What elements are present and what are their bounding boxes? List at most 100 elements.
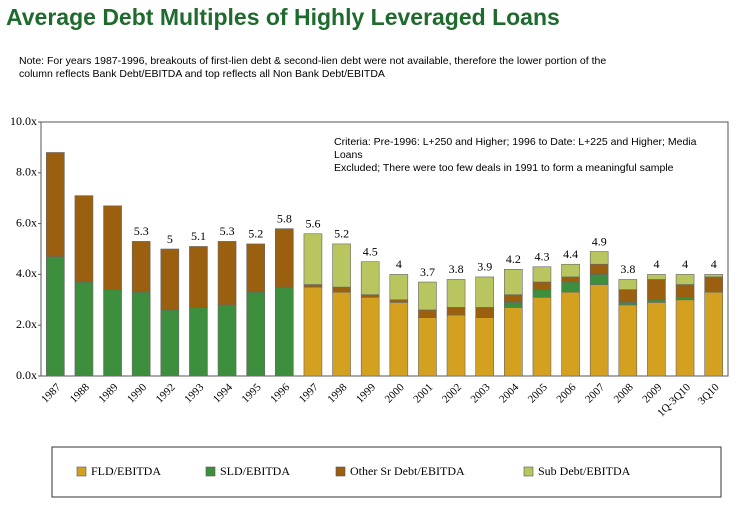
bar-segment [275, 286, 294, 377]
bar-segment [360, 261, 380, 296]
note: Note: For years 1987-1996, breakouts of … [19, 55, 606, 67]
legend-swatch [205, 466, 216, 477]
total-label: 4.2 [506, 252, 521, 266]
x-tick-label: 2008 [612, 381, 636, 405]
bar-segment [303, 286, 323, 377]
x-tick-label: 2003 [469, 381, 493, 405]
legend-label: FLD/EBITDA [91, 464, 161, 478]
bar-segment [446, 314, 466, 377]
x-tick-label: 2006 [554, 381, 578, 405]
bar-segment [618, 302, 638, 306]
bar-segment [589, 284, 609, 377]
bar-segment [303, 233, 323, 285]
total-label: 5.8 [277, 211, 292, 225]
bar-segment [246, 243, 265, 293]
bar-segment [332, 291, 351, 377]
bar-segment [704, 276, 723, 293]
bar-segment [504, 307, 523, 377]
bar-segment [589, 263, 609, 275]
x-tick-label: 1990 [125, 381, 149, 405]
x-tick-label: 1995 [240, 381, 264, 405]
bar-segment [360, 294, 380, 298]
total-label: 4.5 [363, 244, 378, 258]
total-label: 4.9 [592, 234, 607, 248]
chart-title: Average Debt Multiples of Highly Leverag… [6, 4, 560, 30]
x-tick-label: 1998 [325, 381, 349, 405]
total-label: 5.2 [334, 227, 349, 241]
bar-segment [532, 289, 552, 298]
bar-segment [589, 251, 609, 265]
bar-segment [275, 228, 294, 288]
total-label: 4.3 [534, 250, 549, 264]
bar-segment [618, 279, 638, 290]
x-tick-label: 2007 [583, 381, 607, 405]
bar-segment [74, 195, 94, 283]
total-label: 5.3 [220, 224, 235, 238]
x-tick-label: 1994 [211, 381, 235, 405]
bar-segment [475, 317, 494, 377]
total-label: 5.6 [305, 217, 320, 231]
bar-segment [446, 307, 466, 316]
bar-segment [217, 304, 237, 377]
total-label: 4 [682, 257, 688, 271]
legend-swatch [523, 466, 534, 477]
note: column reflects Bank Debt/EBITDA and top… [19, 68, 385, 80]
bar-segment [704, 274, 723, 278]
bar-segment [647, 299, 666, 303]
y-tick-label: 2.0x [16, 317, 37, 331]
total-label: 3.8 [449, 262, 464, 276]
bar-segment [532, 296, 552, 377]
total-label: 4 [653, 257, 659, 271]
bar-segment [675, 274, 695, 285]
bar-segment [360, 296, 380, 377]
bar-segment [303, 284, 323, 288]
bar-segment [561, 281, 580, 293]
annotation: Criteria: Pre-1996: L+250 and Higher; 19… [334, 136, 697, 148]
x-tick-label: 1997 [297, 381, 321, 405]
bar-segment [504, 269, 523, 296]
legend-swatch [76, 466, 87, 477]
plot-border [40, 121, 729, 377]
bar-segment [504, 302, 523, 308]
x-tick-label: 2002 [440, 381, 464, 405]
bar-segment [532, 266, 552, 283]
bar-segment [389, 274, 409, 301]
bar-segment [332, 286, 351, 293]
x-tick-label: 1987 [39, 381, 63, 405]
bar-segment [618, 304, 638, 377]
x-tick-label: 2001 [411, 381, 435, 405]
total-label: 3.9 [477, 260, 492, 274]
bar-segment [647, 302, 666, 377]
total-label: 4.4 [563, 247, 578, 261]
legend-box [51, 446, 722, 498]
bar-segment [618, 289, 638, 303]
bar-segment [532, 281, 552, 290]
bar-segment [160, 309, 180, 377]
bar-segment [475, 276, 494, 308]
bar-segment [246, 291, 265, 377]
bar-segment [446, 279, 466, 308]
total-label: 5.1 [191, 229, 206, 243]
bar-segment [418, 281, 437, 311]
bar-segment [46, 256, 65, 377]
legend-label: Sub Debt/EBITDA [538, 464, 631, 478]
total-label: 4 [711, 257, 717, 271]
bar-segment [46, 152, 65, 257]
total-label: 4 [396, 257, 402, 271]
y-tick-label: 6.0x [16, 215, 37, 229]
bar-segment [332, 243, 351, 288]
bar-segment [675, 284, 695, 298]
bar-segment [103, 289, 122, 377]
x-tick-label: 1999 [354, 381, 378, 405]
x-tick-label: 2000 [383, 381, 407, 405]
bar-segment [647, 279, 666, 301]
bar-segment [74, 281, 94, 377]
bar-segment [418, 317, 437, 377]
total-label: 3.7 [420, 265, 435, 279]
x-tick-label: 3Q10 [696, 381, 722, 407]
x-tick-label: 1993 [182, 381, 206, 405]
annotation: Excluded; There were too few deals in 19… [334, 162, 674, 174]
bar-segment [561, 291, 580, 377]
total-label: 3.8 [620, 262, 635, 276]
